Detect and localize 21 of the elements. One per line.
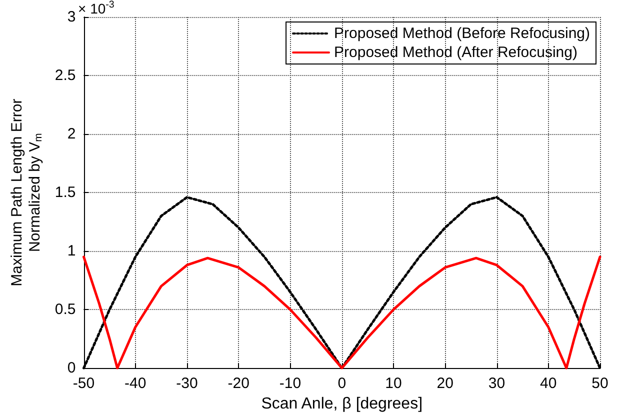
x-tick-label: -50 <box>72 375 95 392</box>
x-tick-label: 30 <box>488 375 506 392</box>
x-tick-label: -10 <box>279 375 302 392</box>
x-tick-label: 50 <box>592 375 608 392</box>
y-tick-label: 2.5 <box>54 67 76 84</box>
y-tick-label: 2 <box>67 126 76 143</box>
x-tick-label: 40 <box>540 375 557 392</box>
legend-label: Proposed Method (Before Refocusing) <box>334 25 590 42</box>
x-tick-label: -30 <box>176 375 198 392</box>
x-tick-label: 0 <box>338 375 346 392</box>
y-tick-label: 0.5 <box>54 301 76 318</box>
x-axis-title: Scan Anle, β [degrees] <box>261 396 423 412</box>
x-tick-label: -40 <box>124 375 146 392</box>
x-tick-label: -20 <box>228 375 250 392</box>
y-tick-label: 3 <box>67 8 76 26</box>
x-tick-label: 20 <box>436 375 454 392</box>
y-tick-label: 0 <box>67 360 76 377</box>
x-tick-label: 10 <box>385 375 402 392</box>
legend-label: Proposed Method (After Refocusing) <box>334 44 578 61</box>
y-tick-label: 1.5 <box>54 184 76 202</box>
y-tick-label: 1 <box>67 242 76 260</box>
